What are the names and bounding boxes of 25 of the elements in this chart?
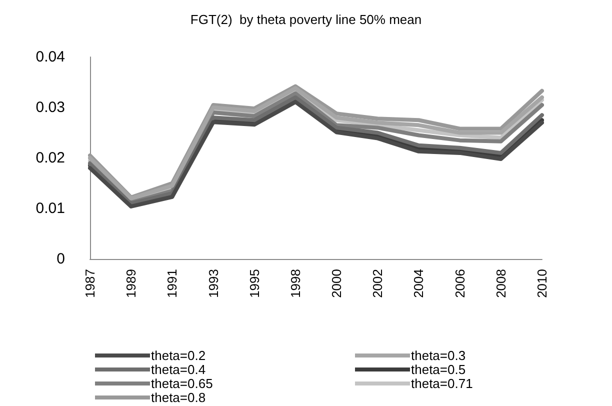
legend-label: theta=0.5: [411, 362, 466, 377]
x-tick-label: 2008: [493, 269, 508, 298]
x-tick-label: 1987: [82, 269, 98, 298]
x-tick-label: 1991: [164, 269, 180, 298]
x-tick-label: 2010: [534, 269, 550, 298]
x-tick-label: 1995: [246, 269, 262, 298]
y-tick-label: 0.02: [36, 150, 65, 166]
legend-label: theta=0.3: [411, 348, 466, 363]
legend-label: theta=0.71: [411, 376, 473, 391]
legend-label: theta=0.65: [151, 376, 213, 391]
legend-label: theta=0.4: [151, 362, 206, 377]
x-tick-label: 2004: [411, 269, 426, 298]
y-tick-label: 0.04: [36, 48, 65, 66]
x-tick-label: 2000: [329, 269, 344, 298]
chart-title: FGT(2) by theta poverty line 50% mean: [190, 12, 422, 27]
y-tick-label: 0.01: [36, 200, 65, 217]
legend-label: theta=0.8: [151, 390, 206, 405]
x-tick-label: 1989: [124, 269, 139, 298]
x-tick-label: 1993: [206, 269, 221, 298]
x-tick-label: 2006: [452, 269, 468, 298]
legend-label: theta=0.2: [151, 348, 206, 363]
x-tick-label: 1998: [288, 269, 303, 298]
y-tick-label: 0: [56, 250, 65, 268]
y-tick-label: 0.03: [36, 99, 65, 116]
x-tick-label: 2002: [370, 269, 386, 298]
